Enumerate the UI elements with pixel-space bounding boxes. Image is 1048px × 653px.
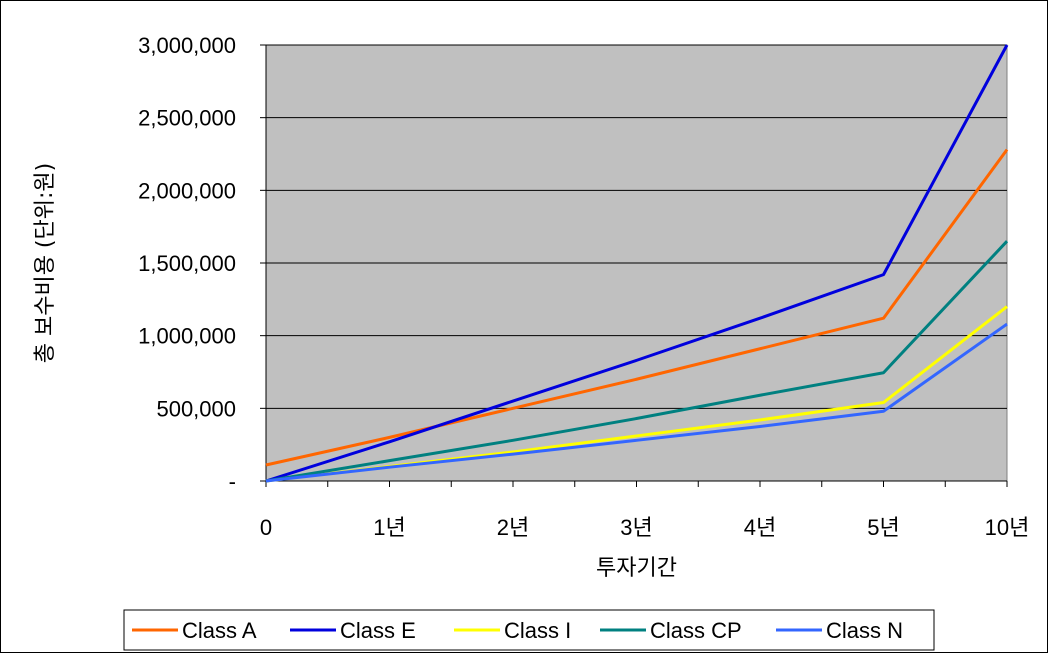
y-tick-label: 2,500,000 bbox=[138, 106, 236, 131]
x-tick-label: 10년 bbox=[985, 515, 1030, 540]
y-tick-label: - bbox=[229, 469, 236, 494]
y-tick-label: 3,000,000 bbox=[138, 33, 236, 58]
y-tick-label: 1,500,000 bbox=[138, 251, 236, 276]
y-axis-title: 총 보수비용 (단위:원) bbox=[33, 163, 58, 364]
legend: Class A Class E Class I Class CP Class N bbox=[123, 609, 935, 651]
legend-label: Class E bbox=[340, 618, 416, 643]
x-tick-label: 0 bbox=[260, 515, 272, 540]
legend-label: Class I bbox=[504, 618, 571, 643]
y-tick-label: 500,000 bbox=[156, 396, 236, 421]
gridlines bbox=[260, 44, 1007, 482]
legend-box bbox=[123, 609, 935, 651]
x-tick-label: 2년 bbox=[497, 515, 529, 540]
axes bbox=[265, 45, 1008, 487]
x-tick-label: 3년 bbox=[620, 515, 652, 540]
y-tick-label: 2,000,000 bbox=[138, 178, 236, 203]
y-tick-labels: - 500,000 1,000,000 1,500,000 2,000,000 2,500… bbox=[138, 33, 236, 494]
series-lines bbox=[265, 44, 1009, 483]
x-tick-label: 4년 bbox=[744, 515, 776, 540]
series-line-class-e bbox=[265, 44, 1009, 483]
x-tick-label: 5년 bbox=[867, 515, 899, 540]
x-tick-labels: 0 1년 2년 3년 4년 5년 10년 bbox=[260, 515, 1029, 540]
legend-label: Class N bbox=[826, 618, 903, 643]
x-axis-title: 투자기간 bbox=[596, 556, 677, 581]
series-line-class-n bbox=[265, 322, 1008, 483]
legend-label: Class A bbox=[182, 618, 257, 643]
series-line-class-cp bbox=[265, 240, 1009, 483]
y-tick-label: 1,000,000 bbox=[138, 324, 236, 349]
x-tick-label: 1년 bbox=[373, 515, 405, 540]
series-line-class-a bbox=[265, 148, 1009, 467]
legend-label: Class CP bbox=[650, 618, 742, 643]
